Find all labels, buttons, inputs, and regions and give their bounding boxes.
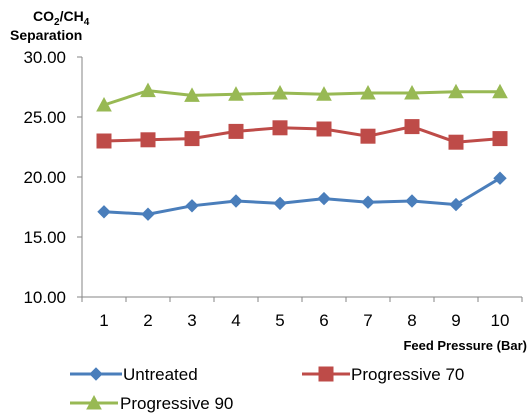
data-point	[316, 86, 332, 101]
x-tick-label: 1	[99, 311, 108, 330]
series-line	[103, 176, 501, 216]
x-axis-title: Feed Pressure (Bar)	[403, 338, 527, 353]
data-point	[404, 84, 420, 100]
data-point	[361, 195, 375, 209]
x-tick-label: 2	[143, 311, 152, 330]
data-point	[272, 120, 288, 136]
data-point	[272, 84, 288, 100]
data-point	[229, 194, 243, 208]
x-tick-label: 7	[363, 311, 372, 330]
data-point	[185, 199, 199, 213]
data-point	[228, 86, 244, 101]
series-line	[103, 125, 501, 144]
series-progressive-70	[96, 119, 508, 150]
y-axis-title-sub-2: 2	[54, 17, 60, 28]
data-point	[141, 207, 155, 221]
legend-marker	[86, 394, 102, 410]
series-progressive-90	[96, 82, 508, 112]
data-point	[492, 131, 508, 147]
data-point	[492, 83, 508, 99]
data-point	[405, 194, 419, 208]
data-point	[273, 196, 287, 211]
data-point	[493, 171, 507, 185]
y-tick-label: 20.00	[23, 168, 66, 187]
y-tick-label: 25.00	[23, 108, 66, 127]
legend-label: Progressive 90	[120, 394, 233, 413]
y-axis-title-sub-4: 4	[84, 17, 90, 28]
legend-item: Untreated	[70, 365, 198, 384]
y-axis-title-line1: CO2/CH4	[33, 8, 90, 28]
x-tick-label: 5	[275, 311, 284, 330]
legend-label: Untreated	[123, 365, 198, 384]
x-tick-label: 10	[491, 311, 510, 330]
data-point	[96, 96, 112, 112]
data-point	[140, 82, 156, 98]
data-point	[316, 121, 332, 137]
x-tick-label: 6	[319, 311, 328, 330]
data-point	[448, 83, 464, 99]
legend-item: Progressive 90	[70, 394, 233, 413]
series-line	[103, 89, 500, 107]
data-point	[317, 191, 331, 206]
x-tick-label: 3	[187, 311, 196, 330]
legend-label: Progressive 70	[351, 365, 464, 384]
data-point	[404, 119, 420, 135]
data-point	[449, 197, 463, 212]
data-point	[360, 84, 376, 100]
data-point	[96, 133, 112, 149]
legend-marker	[318, 366, 334, 382]
data-point	[184, 87, 200, 102]
plot-area	[96, 82, 508, 221]
x-tick-label: 9	[451, 311, 460, 330]
y-tick-label: 15.00	[23, 228, 66, 247]
legend-item: Progressive 70	[302, 365, 464, 384]
y-tick-label: 30.00	[23, 48, 66, 67]
y-axis-title-co: CO	[33, 8, 54, 24]
series-untreated	[97, 171, 507, 221]
y-axis-title-line2: Separation	[10, 27, 82, 43]
data-point	[140, 132, 156, 148]
data-point	[448, 134, 464, 150]
data-point	[360, 128, 376, 144]
x-tick-label: 4	[231, 311, 240, 330]
data-point	[184, 131, 200, 147]
x-tick-label: 8	[407, 311, 416, 330]
data-point	[228, 123, 244, 139]
data-point	[97, 205, 111, 219]
legend-marker	[89, 367, 103, 381]
x-axis: 1 2 3 4 5 6 7 8 9 10	[81, 296, 523, 330]
legend: Untreated Progressive 70 Progressive 90	[70, 365, 464, 413]
y-tick-label: 10.00	[23, 288, 66, 307]
y-axis-title-ch: /CH	[60, 8, 84, 24]
y-axis: 30.00 25.00 20.00 15.00 10.00	[23, 48, 83, 307]
